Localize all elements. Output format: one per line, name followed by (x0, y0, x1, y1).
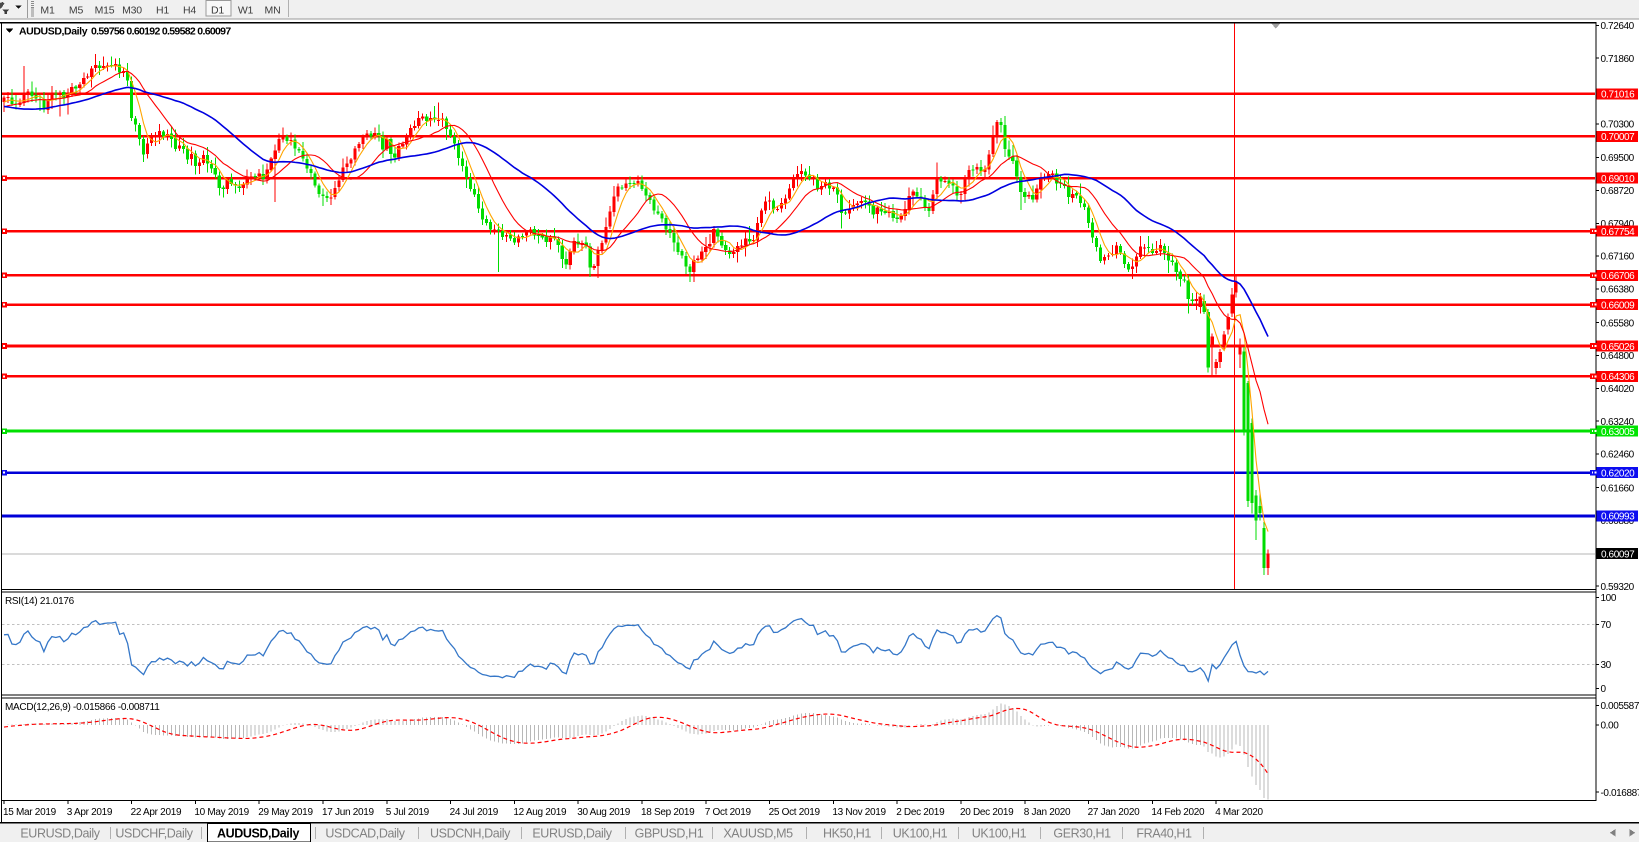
svg-text:29 May 2019: 29 May 2019 (258, 807, 313, 818)
svg-text:0.71016: 0.71016 (1601, 90, 1635, 101)
svg-text:0.70300: 0.70300 (1601, 120, 1635, 131)
svg-text:0.72640: 0.72640 (1601, 21, 1635, 32)
svg-text:0.67160: 0.67160 (1601, 252, 1635, 263)
svg-text:0.65580: 0.65580 (1601, 318, 1635, 329)
svg-text:AUDUSD,Daily: AUDUSD,Daily (217, 826, 299, 840)
svg-text:UK100,H1: UK100,H1 (972, 826, 1027, 840)
svg-text:EURUSD,Daily: EURUSD,Daily (532, 826, 612, 840)
svg-text:0.62460: 0.62460 (1601, 450, 1635, 461)
svg-text:22 Apr 2019: 22 Apr 2019 (131, 807, 182, 818)
svg-text:0.67754: 0.67754 (1601, 227, 1635, 238)
svg-text:30 Aug 2019: 30 Aug 2019 (577, 807, 631, 818)
svg-text:100: 100 (1601, 593, 1617, 604)
svg-text:70: 70 (1601, 620, 1612, 631)
svg-text:XAUUSD,M5: XAUUSD,M5 (723, 826, 793, 840)
svg-text:0.60993: 0.60993 (1601, 512, 1635, 523)
svg-text:M5: M5 (69, 5, 84, 17)
svg-text:15 Mar 2019: 15 Mar 2019 (3, 807, 57, 818)
svg-text:0.64800: 0.64800 (1601, 351, 1635, 362)
svg-text:D1: D1 (211, 5, 224, 17)
svg-text:GBPUSD,H1: GBPUSD,H1 (635, 826, 704, 840)
svg-text:4 Mar 2020: 4 Mar 2020 (1215, 807, 1263, 818)
svg-text:8 Jan 2020: 8 Jan 2020 (1024, 807, 1071, 818)
svg-text:0.63005: 0.63005 (1601, 427, 1635, 438)
svg-text:HK50,H1: HK50,H1 (823, 826, 871, 840)
svg-text:0.66380: 0.66380 (1601, 285, 1635, 296)
svg-text:0.59320: 0.59320 (1601, 582, 1635, 593)
svg-text:EURUSD,Daily: EURUSD,Daily (20, 826, 100, 840)
svg-text:0.62020: 0.62020 (1601, 468, 1635, 479)
svg-text:USDCNH,Daily: USDCNH,Daily (430, 826, 511, 840)
svg-text:W1: W1 (238, 5, 254, 17)
svg-text:0.59756 0.60192 0.59582 0.6009: 0.59756 0.60192 0.59582 0.60097 (91, 26, 231, 38)
svg-text:5 Jul 2019: 5 Jul 2019 (386, 807, 430, 818)
svg-text:M1: M1 (40, 5, 55, 17)
svg-text:14 Feb 2020: 14 Feb 2020 (1151, 807, 1205, 818)
svg-text:-0.016887: -0.016887 (1601, 788, 1639, 799)
svg-text:0.60880: 0.60880 (1601, 516, 1635, 527)
svg-text:0.68720: 0.68720 (1601, 186, 1635, 197)
svg-text:17 Jun 2019: 17 Jun 2019 (322, 807, 374, 818)
svg-text:M15: M15 (95, 5, 115, 17)
svg-text:0.64306: 0.64306 (1601, 372, 1635, 383)
svg-text:20 Dec 2019: 20 Dec 2019 (960, 807, 1014, 818)
svg-text:M30: M30 (122, 5, 142, 17)
svg-text:0.60097: 0.60097 (1601, 549, 1635, 560)
svg-text:18 Sep 2019: 18 Sep 2019 (641, 807, 695, 818)
svg-text:24 Jul 2019: 24 Jul 2019 (450, 807, 499, 818)
svg-text:USDCAD,Daily: USDCAD,Daily (325, 826, 405, 840)
svg-text:0.69500: 0.69500 (1601, 153, 1635, 164)
svg-text:27 Jan 2020: 27 Jan 2020 (1088, 807, 1140, 818)
svg-text:0.66706: 0.66706 (1601, 271, 1635, 282)
svg-text:30: 30 (1601, 660, 1612, 671)
svg-text:0.67940: 0.67940 (1601, 219, 1635, 230)
svg-text:0.69010: 0.69010 (1601, 174, 1635, 185)
svg-text:0.63240: 0.63240 (1601, 417, 1635, 428)
svg-text:USDCHF,Daily: USDCHF,Daily (115, 826, 193, 840)
svg-text:MN: MN (265, 5, 281, 17)
svg-text:10 May 2019: 10 May 2019 (194, 807, 249, 818)
svg-text:0.71860: 0.71860 (1601, 54, 1635, 65)
svg-text:13 Nov 2019: 13 Nov 2019 (832, 807, 886, 818)
svg-text:AUDUSD,Daily: AUDUSD,Daily (19, 26, 88, 38)
svg-text:3 Apr 2019: 3 Apr 2019 (67, 807, 113, 818)
svg-text:RSI(14) 21.0176: RSI(14) 21.0176 (5, 596, 75, 607)
svg-text:25 Oct 2019: 25 Oct 2019 (769, 807, 821, 818)
svg-text:H4: H4 (183, 5, 196, 17)
svg-text:0.005587: 0.005587 (1601, 701, 1639, 712)
svg-text:7 Oct 2019: 7 Oct 2019 (705, 807, 752, 818)
svg-text:0.70007: 0.70007 (1601, 132, 1635, 143)
svg-text:0: 0 (1601, 684, 1607, 695)
svg-text:0.64020: 0.64020 (1601, 384, 1635, 395)
svg-text:0.65026: 0.65026 (1601, 342, 1635, 353)
svg-text:UK100,H1: UK100,H1 (893, 826, 948, 840)
svg-text:12 Aug 2019: 12 Aug 2019 (513, 807, 567, 818)
svg-text:0.00: 0.00 (1601, 721, 1620, 732)
svg-text:0.61660: 0.61660 (1601, 483, 1635, 494)
svg-text:FRA40,H1: FRA40,H1 (1136, 826, 1192, 840)
svg-text:2 Dec 2019: 2 Dec 2019 (896, 807, 945, 818)
svg-text:H1: H1 (156, 5, 169, 17)
svg-text:MACD(12,26,9) -0.015866 -0.008: MACD(12,26,9) -0.015866 -0.008711 (5, 702, 160, 713)
svg-text:0.66009: 0.66009 (1601, 300, 1635, 311)
svg-text:GER30,H1: GER30,H1 (1053, 826, 1111, 840)
